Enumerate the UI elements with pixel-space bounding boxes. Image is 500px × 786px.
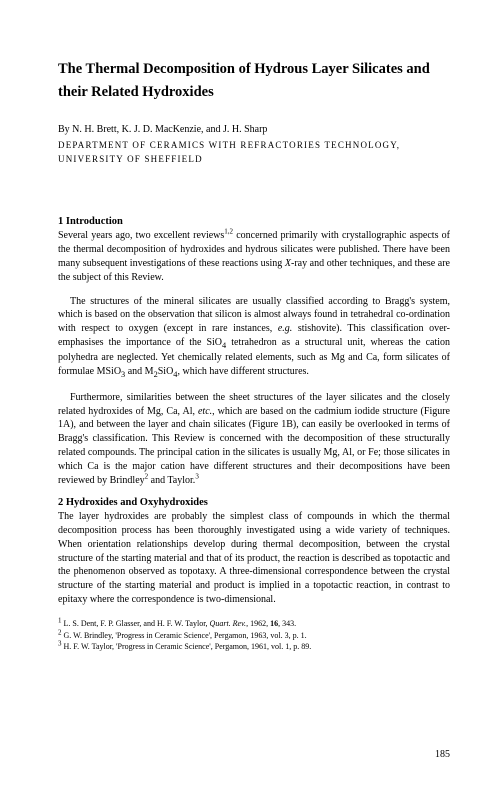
page-number: 185 [435,749,450,760]
section-1-heading: 1 Introduction [58,216,450,227]
paragraph-1: Several years ago, two excellent reviews… [58,229,450,284]
footnote-1: 1 L. S. Dent, F. P. Glasser, and H. F. W… [58,619,450,630]
affiliation-line-1: DEPARTMENT OF CERAMICS WITH REFRACTORIES… [58,140,400,150]
section-2-heading: 2 Hydroxides and Oxyhydroxides [58,497,450,508]
affiliation: DEPARTMENT OF CERAMICS WITH REFRACTORIES… [58,139,450,166]
authors-byline: By N. H. Brett, K. J. D. MacKenzie, and … [58,124,450,135]
article-title: The Thermal Decomposition of Hydrous Lay… [58,58,450,104]
paragraph-2: The structures of the mineral silicates … [58,295,450,381]
affiliation-line-2: UNIVERSITY OF SHEFFIELD [58,154,203,164]
paragraph-4: The layer hydroxides are probably the si… [58,510,450,607]
footnote-3: 3 H. F. W. Taylor, 'Progress in Ceramic … [58,642,450,653]
footnotes: 1 L. S. Dent, F. P. Glasser, and H. F. W… [58,619,450,653]
paragraph-3: Furthermore, similarities between the sh… [58,391,450,488]
footnote-2: 2 G. W. Brindley, 'Progress in Ceramic S… [58,631,450,642]
